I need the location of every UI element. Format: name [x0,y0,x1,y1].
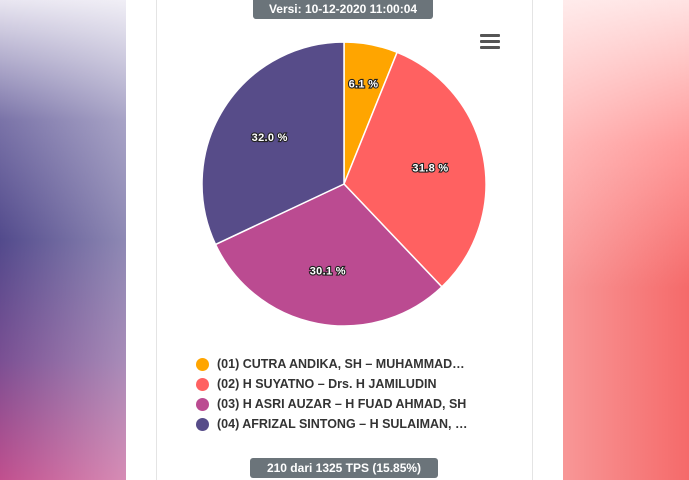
legend-label: (02) H SUYATNO – Drs. H JAMILUDIN [217,377,437,391]
card-border-right [532,0,533,480]
pie-slice-label-4: 32.0 % [252,132,288,144]
background-right-panel [563,0,689,480]
version-badge: Versi: 10-12-2020 11:00:04 [253,0,433,19]
pie-slice-3[interactable] [214,183,443,327]
card-border-left [156,0,157,480]
hamburger-menu-icon[interactable] [480,34,500,50]
pie-slice-4[interactable] [201,41,345,246]
legend-label: (03) H ASRI AUZAR – H FUAD AHMAD, SH [217,397,467,411]
legend-item-3[interactable]: (03) H ASRI AUZAR – H FUAD AHMAD, SH [196,394,467,414]
legend-dot-icon [196,397,209,411]
pie-slice-label-1: 6.1 % [349,79,379,91]
chart-legend: (01) CUTRA ANDIKA, SH – MUHAMMAD… (02) H … [196,354,467,434]
pie-slice-2[interactable] [343,51,487,288]
legend-dot-icon [196,377,209,391]
legend-item-2[interactable]: (02) H SUYATNO – Drs. H JAMILUDIN [196,374,467,394]
legend-item-1[interactable]: (01) CUTRA ANDIKA, SH – MUHAMMAD… [196,354,467,374]
legend-label: (01) CUTRA ANDIKA, SH – MUHAMMAD… [217,357,465,371]
background-left-panel [0,0,126,480]
pie-slice-label-3: 30.1 % [310,265,346,277]
legend-dot-icon [196,417,209,431]
legend-label: (04) AFRIZAL SINTONG – H SULAIMAN, … [217,417,468,431]
legend-dot-icon [196,357,209,371]
tps-count-badge: 210 dari 1325 TPS (15.85%) [250,458,438,478]
pie-slice-label-2: 31.8 % [412,163,448,175]
legend-item-4[interactable]: (04) AFRIZAL SINTONG – H SULAIMAN, … [196,414,467,434]
